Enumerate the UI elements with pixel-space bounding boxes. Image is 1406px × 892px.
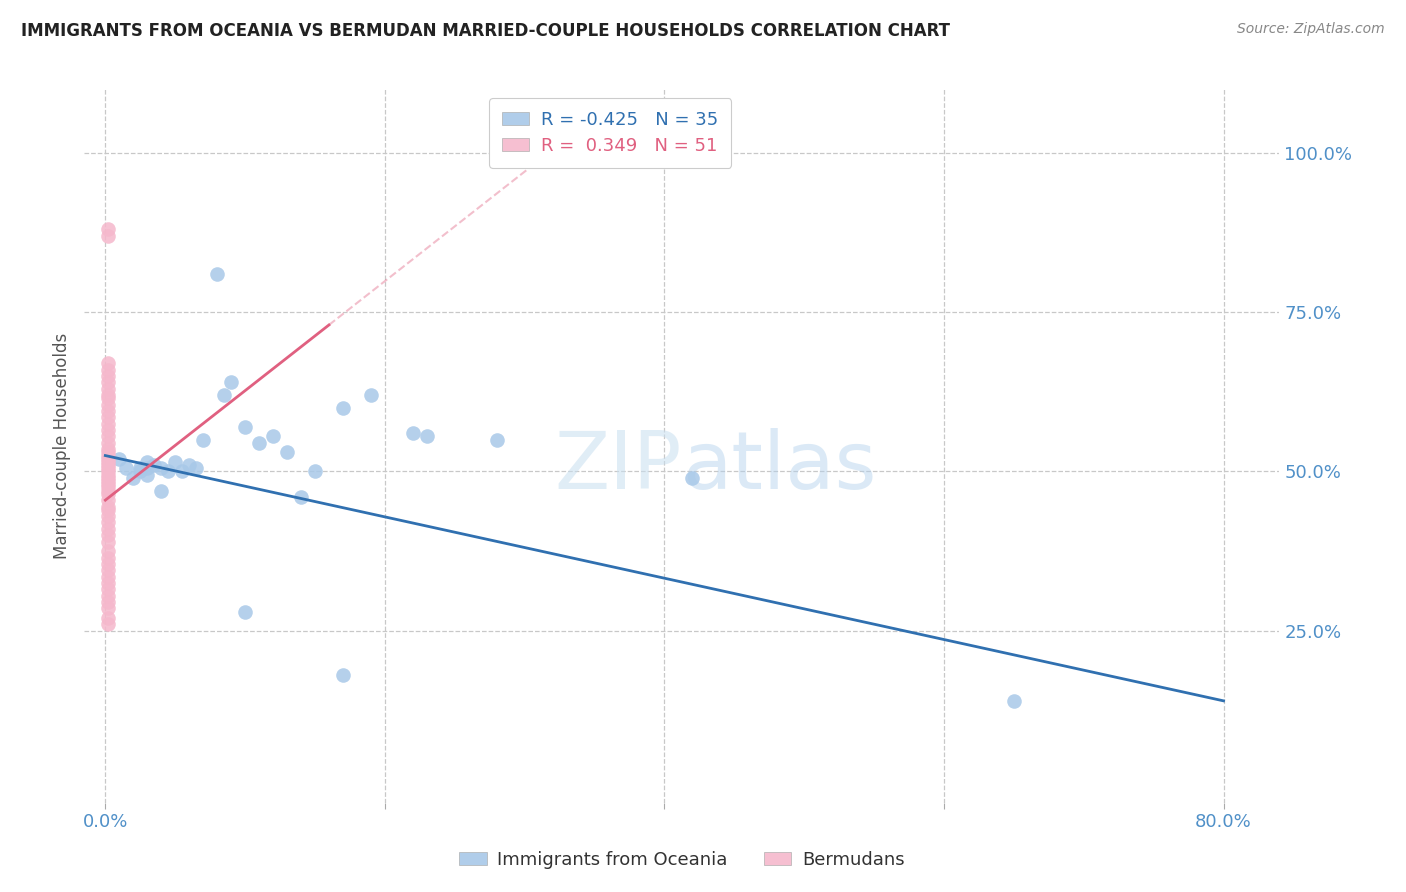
Point (97, 458, 120, 472)
Point (97, 410, 120, 425)
Text: IMMIGRANTS FROM OCEANIA VS BERMUDAN MARRIED-COUPLE HOUSEHOLDS CORRELATION CHART: IMMIGRANTS FROM OCEANIA VS BERMUDAN MARR… (21, 22, 950, 40)
Point (97, 391, 120, 405)
Point (97, 362, 120, 376)
Point (681, 471, 703, 485)
Point (485, 433, 508, 447)
Point (143, 458, 166, 472)
Point (276, 445, 298, 459)
Legend: Immigrants from Oceania, Bermudans: Immigrants from Oceania, Bermudans (453, 844, 911, 876)
Point (172, 465, 194, 479)
Point (97, 550, 120, 565)
Point (262, 429, 284, 443)
Point (193, 433, 215, 447)
Point (129, 461, 152, 475)
Point (97, 423, 120, 437)
Point (97, 465, 120, 479)
Point (97, 368, 120, 383)
Point (97, 480, 120, 494)
Point (97, 451, 120, 466)
Point (129, 465, 152, 479)
Point (97, 563, 120, 577)
Text: Source: ZipAtlas.com: Source: ZipAtlas.com (1237, 22, 1385, 37)
Point (97, 417, 120, 431)
Point (186, 461, 208, 475)
Point (247, 435, 270, 450)
Point (108, 451, 131, 466)
Point (97, 611, 120, 625)
Point (97, 569, 120, 583)
Point (97, 483, 120, 498)
Point (97, 474, 120, 488)
Point (1002, 694, 1025, 708)
Point (97, 404, 120, 418)
Point (97, 582, 120, 597)
Point (97, 461, 120, 475)
Point (179, 458, 201, 472)
Text: atlas: atlas (682, 428, 876, 507)
Point (416, 429, 439, 443)
Point (165, 455, 187, 469)
Point (97, 477, 120, 491)
Point (97, 500, 120, 514)
Point (97, 589, 120, 603)
Y-axis label: Married-couple Households: Married-couple Households (53, 333, 72, 559)
Point (97, 449, 120, 463)
Point (290, 490, 312, 504)
Point (97, 528, 120, 542)
Point (97, 516, 120, 530)
Point (136, 461, 159, 475)
Point (233, 420, 256, 434)
Point (97, 534, 120, 549)
Point (97, 601, 120, 615)
Point (402, 426, 425, 441)
Point (97, 356, 120, 370)
Point (233, 605, 256, 619)
Point (332, 668, 354, 682)
Point (97, 376, 120, 390)
Point (97, 228, 120, 243)
Point (150, 483, 173, 498)
Point (97, 617, 120, 632)
Point (136, 467, 159, 482)
Point (97, 467, 120, 482)
Point (150, 461, 173, 475)
Point (97, 557, 120, 571)
Point (304, 465, 326, 479)
Point (97, 493, 120, 508)
Point (97, 455, 120, 469)
Point (97, 398, 120, 412)
Point (115, 461, 138, 475)
Point (122, 471, 145, 485)
Point (212, 388, 235, 402)
Point (97, 576, 120, 591)
Text: ZIP: ZIP (554, 428, 682, 507)
Point (97, 429, 120, 443)
Point (97, 382, 120, 396)
Point (97, 522, 120, 536)
Point (97, 502, 120, 516)
Point (97, 487, 120, 501)
Point (97, 222, 120, 236)
Point (332, 401, 354, 415)
Point (157, 465, 180, 479)
Point (136, 455, 159, 469)
Point (97, 445, 120, 459)
Point (97, 544, 120, 558)
Point (97, 509, 120, 524)
Point (97, 388, 120, 402)
Point (97, 442, 120, 457)
Point (205, 267, 228, 281)
Point (97, 595, 120, 609)
Point (97, 435, 120, 450)
Point (360, 388, 382, 402)
Point (97, 471, 120, 485)
Point (219, 376, 242, 390)
